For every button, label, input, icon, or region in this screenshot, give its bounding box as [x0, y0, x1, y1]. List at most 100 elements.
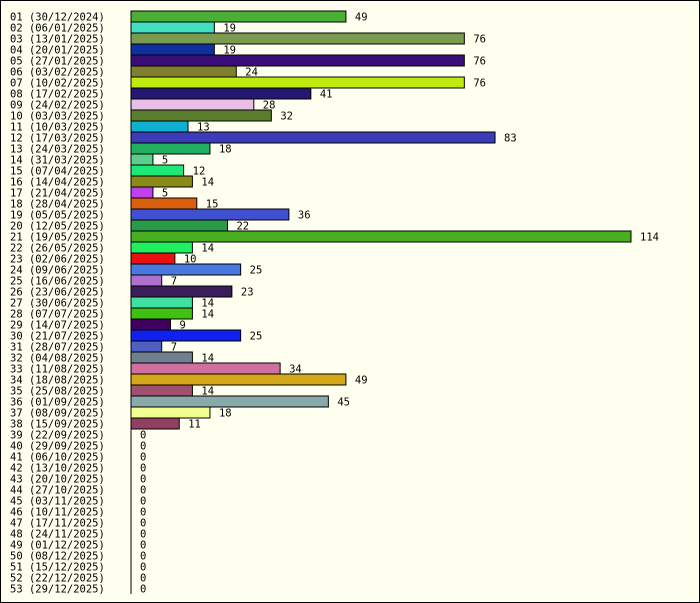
- value-label: 49: [355, 375, 368, 387]
- bar: [130, 263, 242, 276]
- category-label: 20 (12/05/2025): [10, 221, 105, 233]
- value-label: 12: [193, 166, 206, 178]
- value-label: 0: [140, 452, 146, 464]
- category-label: 22 (26/05/2025): [10, 243, 105, 255]
- category-label: 05 (27/01/2025): [10, 56, 105, 68]
- value-label: 32: [280, 111, 293, 123]
- category-label: 14 (31/03/2025): [10, 155, 105, 167]
- category-label: 37 (08/09/2025): [10, 408, 105, 420]
- category-label: 02 (06/01/2025): [10, 23, 105, 35]
- category-label: 44 (27/10/2025): [10, 485, 105, 497]
- category-label: 13 (24/03/2025): [10, 144, 105, 156]
- category-label: 32 (04/08/2025): [10, 353, 105, 365]
- category-label: 41 (06/10/2025): [10, 452, 105, 464]
- category-label: 08 (17/02/2025): [10, 89, 105, 101]
- value-label: 0: [140, 485, 146, 497]
- category-label: 21 (19/05/2025): [10, 232, 105, 244]
- value-label: 19: [223, 45, 236, 57]
- bar: [130, 65, 237, 78]
- value-label: 0: [140, 518, 146, 530]
- bar: [130, 131, 496, 144]
- value-label: 7: [171, 276, 177, 288]
- value-label: 19: [223, 23, 236, 35]
- value-label: 22: [236, 221, 249, 233]
- value-label: 14: [201, 298, 214, 310]
- category-label: 42 (13/10/2025): [10, 463, 105, 475]
- bar: [130, 208, 290, 221]
- bar: [130, 406, 211, 419]
- value-label: 76: [473, 78, 486, 90]
- category-label: 47 (17/11/2025): [10, 518, 105, 530]
- value-label: 24: [245, 67, 258, 79]
- category-label: 12 (17/03/2025): [10, 133, 105, 145]
- category-label: 18 (28/04/2025): [10, 199, 105, 211]
- value-label: 114: [640, 232, 659, 244]
- bar: [130, 54, 465, 67]
- value-label: 49: [355, 12, 368, 24]
- value-label: 15: [206, 199, 219, 211]
- value-label: 14: [201, 309, 214, 321]
- value-label: 11: [188, 419, 201, 431]
- value-label: 0: [140, 584, 146, 596]
- value-label: 0: [140, 540, 146, 552]
- value-label: 14: [201, 386, 214, 398]
- bar: [130, 373, 347, 386]
- category-label: 04 (20/01/2025): [10, 45, 105, 57]
- category-label: 23 (02/06/2025): [10, 254, 105, 266]
- value-label: 45: [337, 397, 350, 409]
- category-label: 45 (03/11/2025): [10, 496, 105, 508]
- category-label: 28 (07/07/2025): [10, 309, 105, 321]
- bar: [130, 274, 163, 287]
- bar: [130, 351, 193, 364]
- value-label: 25: [250, 265, 263, 277]
- category-label: 29 (14/07/2025): [10, 320, 105, 332]
- category-label: 17 (21/04/2025): [10, 188, 105, 200]
- value-label: 9: [179, 320, 185, 332]
- value-label: 0: [140, 496, 146, 508]
- value-label: 0: [140, 430, 146, 442]
- bar: [130, 153, 154, 166]
- category-label: 19 (05/05/2025): [10, 210, 105, 222]
- bar: [130, 285, 233, 298]
- value-label: 34: [289, 364, 302, 376]
- value-label: 14: [201, 177, 214, 189]
- bar: [130, 87, 312, 100]
- value-label: 5: [162, 155, 168, 167]
- value-label: 76: [473, 34, 486, 46]
- category-label: 43 (20/10/2025): [10, 474, 105, 486]
- bar: [130, 186, 154, 199]
- bar: [130, 307, 193, 320]
- bar: [130, 164, 185, 177]
- bar: [130, 230, 632, 243]
- bar: [130, 197, 198, 210]
- category-label: 49 (01/12/2025): [10, 540, 105, 552]
- bar: [130, 175, 193, 188]
- value-label: 41: [320, 89, 333, 101]
- bar: [130, 98, 255, 111]
- value-label: 0: [140, 463, 146, 475]
- value-label: 0: [140, 441, 146, 453]
- bar: [130, 384, 193, 397]
- category-label: 38 (15/09/2025): [10, 419, 105, 431]
- value-label: 18: [219, 408, 232, 420]
- category-label: 36 (01/09/2025): [10, 397, 105, 409]
- value-label: 28: [263, 100, 276, 112]
- bar: [130, 252, 176, 265]
- bar: [130, 318, 171, 331]
- category-label: 27 (30/06/2025): [10, 298, 105, 310]
- category-label: 53 (29/12/2025): [10, 584, 105, 596]
- bar: [130, 340, 163, 353]
- category-label: 40 (29/09/2025): [10, 441, 105, 453]
- value-label: 25: [250, 331, 263, 343]
- value-label: 83: [504, 133, 517, 145]
- value-label: 10: [184, 254, 197, 266]
- bar: [130, 109, 272, 122]
- bar: [130, 21, 215, 34]
- category-label: 50 (08/12/2025): [10, 551, 105, 563]
- bar: [130, 76, 465, 89]
- bar: [130, 417, 180, 430]
- value-label: 36: [298, 210, 311, 222]
- bar: [130, 395, 329, 408]
